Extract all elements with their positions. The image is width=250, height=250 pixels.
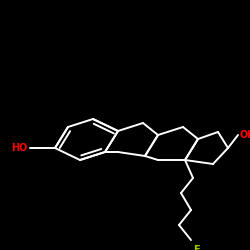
- Text: HO: HO: [12, 143, 28, 153]
- Text: F: F: [193, 245, 199, 250]
- Text: OH: OH: [240, 130, 250, 140]
